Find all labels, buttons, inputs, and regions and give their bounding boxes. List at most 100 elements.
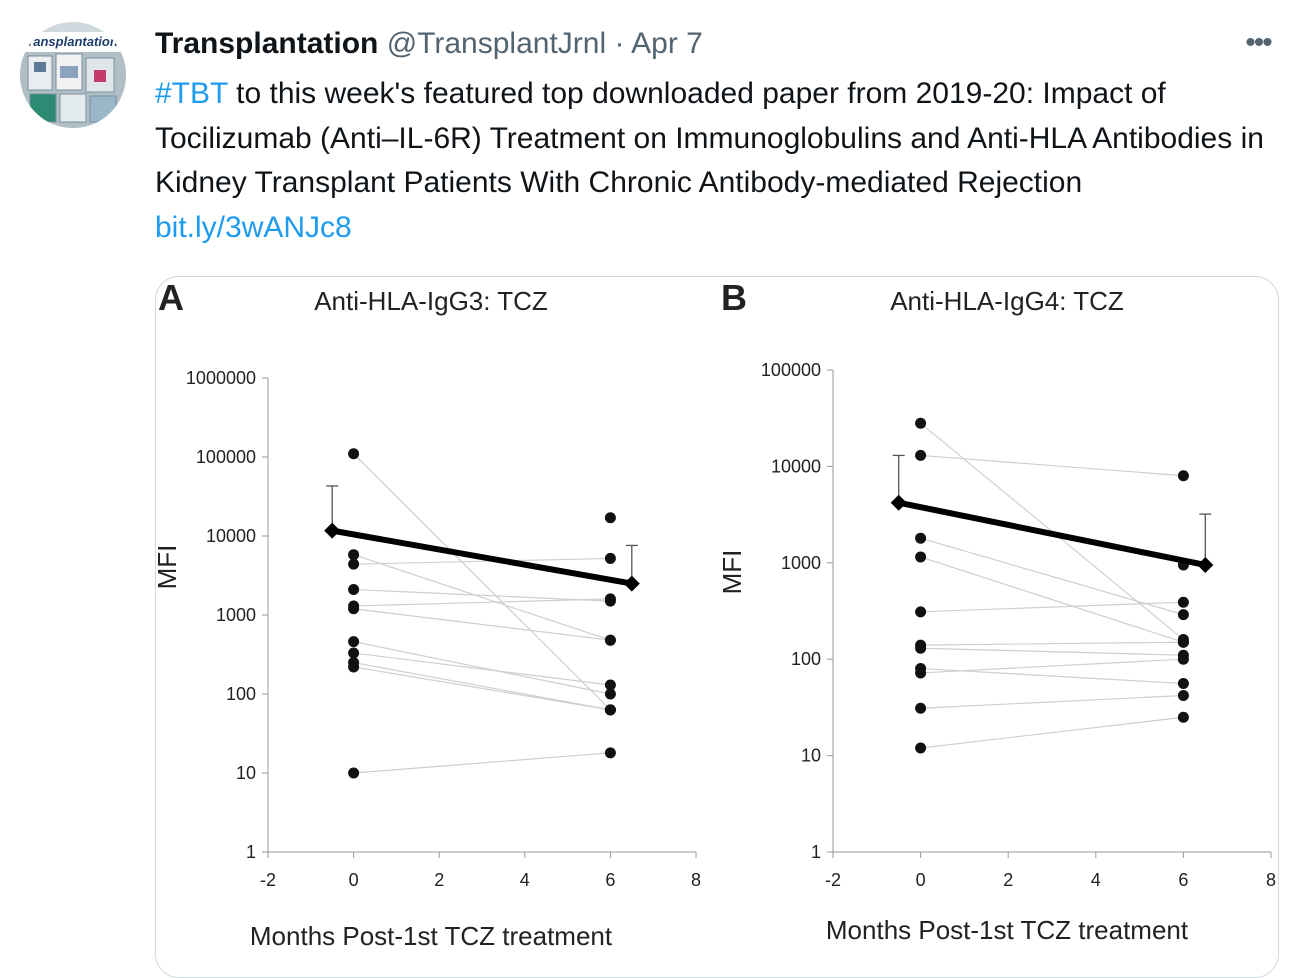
- data-point: [1177, 677, 1189, 689]
- data-point: [915, 702, 927, 714]
- data-point: [604, 593, 616, 605]
- patient-line: [920, 658, 1184, 674]
- y-tick-label: 1000000: [186, 368, 256, 388]
- y-tick-label: 100000: [761, 360, 821, 380]
- data-point: [915, 642, 927, 654]
- data-point: [1177, 609, 1189, 621]
- patient-line: [353, 608, 611, 641]
- data-point: [348, 448, 360, 460]
- y-axis-label: MFI: [156, 545, 182, 590]
- data-point: [915, 667, 927, 679]
- patient-line: [920, 694, 1184, 709]
- tweet-date[interactable]: Apr 7: [631, 27, 703, 60]
- data-point: [1177, 596, 1189, 608]
- mean-marker: [890, 494, 907, 511]
- x-tick-label: 8: [1266, 870, 1276, 890]
- mean-marker: [324, 522, 341, 539]
- tweet-text: #TBT to this week's featured top downloa…: [155, 72, 1285, 250]
- data-point: [1177, 690, 1189, 702]
- author-avatar[interactable]: ransplantation: [20, 22, 126, 128]
- data-point: [915, 417, 927, 429]
- avatar-journal-title: ransplantation: [20, 32, 126, 52]
- tweet-media-image[interactable]: A Anti-HLA-IgG3: TCZ MFI Months Post-1st TC…: [155, 276, 1279, 978]
- panel-label: B: [721, 277, 747, 318]
- data-point: [1177, 711, 1189, 723]
- y-tick-label: 10: [801, 746, 821, 766]
- y-tick-label: 100: [226, 684, 256, 704]
- y-tick-label: 1000: [216, 605, 256, 625]
- chart-title: Anti-HLA-IgG3: TCZ: [314, 286, 548, 316]
- data-point: [604, 747, 616, 759]
- data-point: [604, 552, 616, 564]
- data-point: [915, 606, 927, 618]
- x-tick-label: 0: [916, 870, 926, 890]
- patient-line: [353, 641, 611, 695]
- mean-marker: [1197, 556, 1214, 573]
- x-tick-label: 6: [605, 870, 615, 890]
- x-tick-label: 0: [349, 870, 359, 890]
- data-point: [915, 742, 927, 754]
- patient-line: [353, 652, 611, 686]
- chart-figure: A Anti-HLA-IgG3: TCZ MFI Months Post-1st TC…: [156, 277, 1276, 951]
- data-point: [915, 551, 927, 563]
- tweet-body: to this week's featured top downloaded p…: [155, 77, 1264, 199]
- header-separator: ·: [614, 27, 625, 60]
- mean-marker: [623, 575, 640, 592]
- x-tick-label: 6: [1178, 870, 1188, 890]
- mean-line: [898, 499, 1206, 568]
- data-point: [604, 688, 616, 700]
- y-tick-label: 1: [246, 842, 256, 862]
- x-tick-label: 2: [1003, 870, 1013, 890]
- patient-line: [353, 554, 611, 641]
- patient-line: [353, 453, 611, 711]
- data-point: [348, 549, 360, 561]
- y-tick-label: 10: [236, 763, 256, 783]
- x-tick-label: -2: [825, 870, 841, 890]
- data-point: [1177, 636, 1189, 648]
- patient-line: [920, 647, 1184, 656]
- y-tick-label: 1000: [781, 553, 821, 573]
- y-tick-label: 1: [811, 842, 821, 862]
- data-point: [348, 661, 360, 673]
- data-point: [348, 584, 360, 596]
- data-point: [348, 603, 360, 615]
- y-tick-label: 10000: [771, 456, 821, 476]
- data-point: [604, 679, 616, 691]
- patient-line: [920, 556, 1184, 643]
- data-point: [348, 767, 360, 779]
- patient-line: [353, 588, 611, 602]
- y-axis-label: MFI: [717, 550, 747, 595]
- data-point: [604, 512, 616, 524]
- mean-line: [331, 527, 633, 587]
- patient-line: [353, 666, 611, 711]
- data-point: [348, 647, 360, 659]
- x-axis-label: Months Post-1st TCZ treatment: [826, 915, 1189, 945]
- patient-line: [920, 537, 1184, 616]
- y-tick-label: 10000: [206, 526, 256, 546]
- patient-line: [920, 454, 1184, 477]
- x-tick-label: -2: [260, 870, 276, 890]
- panel-label: A: [158, 277, 184, 318]
- x-tick-label: 4: [1091, 870, 1101, 890]
- more-options-icon[interactable]: •••: [1245, 26, 1273, 59]
- patient-line: [920, 601, 1184, 613]
- patient-line: [353, 752, 611, 774]
- data-point: [1177, 470, 1189, 482]
- data-point: [915, 532, 927, 544]
- patient-line: [920, 716, 1184, 749]
- chart-title: Anti-HLA-IgG4: TCZ: [890, 286, 1124, 316]
- hashtag-link[interactable]: #TBT: [155, 77, 228, 110]
- y-tick-label: 100000: [196, 447, 256, 467]
- data-point: [604, 704, 616, 716]
- data-point: [1177, 653, 1189, 665]
- author-handle[interactable]: @TransplantJrnl: [386, 27, 607, 60]
- patient-line: [920, 641, 1184, 646]
- x-tick-label: 4: [520, 870, 530, 890]
- data-point: [604, 634, 616, 646]
- short-url-link[interactable]: bit.ly/3wANJc8: [155, 210, 352, 244]
- patient-line: [353, 661, 611, 711]
- x-tick-label: 8: [691, 870, 701, 890]
- data-point: [915, 449, 927, 461]
- author-name[interactable]: Transplantation: [155, 27, 379, 60]
- tweet-header: Transplantation @TransplantJrnl · Apr 7: [155, 26, 703, 62]
